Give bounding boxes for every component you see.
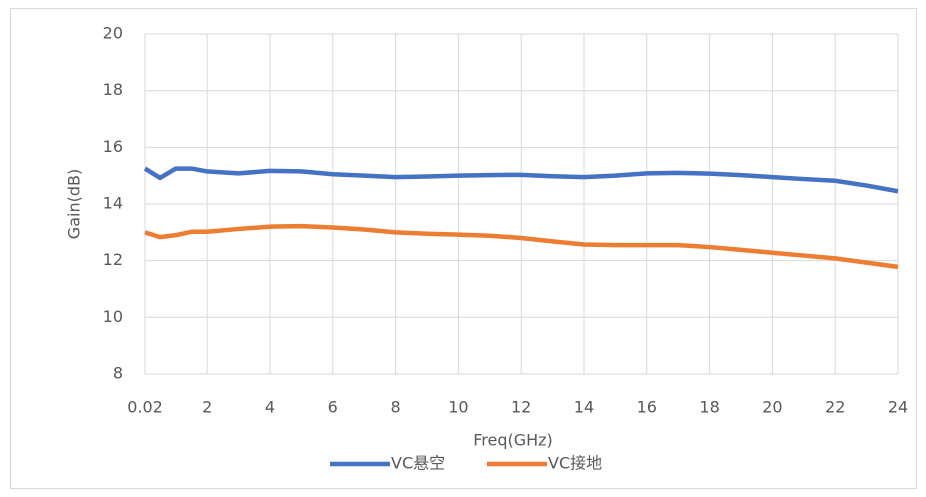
legend-label: VC悬空 — [391, 454, 445, 473]
y-tick-label: 12 — [103, 250, 123, 269]
x-tick-label: 14 — [574, 398, 594, 417]
data-line — [144, 223, 899, 270]
y-axis-label: Gain(dB) — [65, 169, 84, 239]
x-tick-label: 18 — [699, 398, 719, 417]
x-tick-label: 10 — [448, 398, 468, 417]
x-tick-label: 12 — [511, 398, 531, 417]
data-line — [143, 166, 899, 194]
legend-label: VC接地 — [548, 454, 602, 473]
x-tick-label: 20 — [762, 398, 782, 417]
x-tick-label: 24 — [888, 398, 908, 417]
x-tick-label: 8 — [390, 398, 400, 417]
y-tick-label: 10 — [103, 307, 123, 326]
y-tick-label: 16 — [103, 137, 123, 156]
x-tick-label: 0.02 — [127, 398, 163, 417]
y-tick-label: 20 — [103, 24, 123, 43]
x-tick-label: 4 — [265, 398, 275, 417]
x-axis-label: Freq(GHz) — [473, 431, 553, 450]
y-tick-label: 8 — [113, 364, 123, 383]
chart-border — [10, 8, 917, 489]
x-tick-label: 22 — [825, 398, 845, 417]
x-tick-label: 6 — [328, 398, 338, 417]
y-tick-label: 18 — [103, 80, 123, 99]
x-tick-label: 2 — [202, 398, 212, 417]
y-tick-label: 14 — [103, 194, 123, 213]
x-tick-label: 16 — [637, 398, 657, 417]
